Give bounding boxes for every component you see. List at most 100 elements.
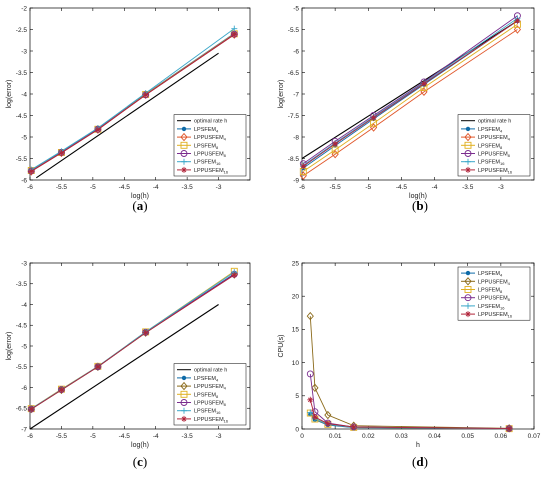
legend-marker [464, 141, 472, 149]
x-tick-label: 0.05 [461, 433, 474, 440]
data-point [58, 386, 65, 393]
x-tick-label: -3 [216, 433, 222, 440]
data-point [142, 329, 149, 336]
legend-marker [180, 141, 188, 149]
data-point [350, 424, 357, 431]
legend-entry: LPPUSFEM16 [194, 168, 229, 175]
x-tick-label: 0.06 [495, 433, 508, 440]
legend-marker [465, 166, 471, 173]
data-point [94, 126, 101, 133]
panel-b: -6 -5.5 -5 -4.5 -4 -3.5 -3 -9 -8.5 -8 -7.5 -7 -6.5 -6… [278, 5, 535, 213]
legend-marker [464, 132, 472, 142]
data-point [311, 414, 318, 421]
data-point [370, 114, 377, 121]
legend-entry: LPPUSFEM8 [478, 152, 511, 159]
legend-entry: LPSFEM16 [194, 160, 221, 167]
legend-entry: LPPUSFEM16 [478, 312, 513, 319]
y-tick-label: -5.5 [16, 156, 28, 163]
y-tick-label: -5.5 [16, 364, 28, 371]
data-point [324, 420, 331, 427]
y-tick-label: 0 [295, 426, 299, 433]
data-point [506, 425, 513, 432]
data-point [513, 25, 522, 34]
data-point [307, 396, 314, 403]
subfigure-label: (b) [412, 198, 428, 213]
x-tick-label: 0.03 [395, 433, 408, 440]
data-point [306, 311, 314, 321]
series-line [301, 20, 518, 159]
y-tick-label: -7 [21, 426, 27, 433]
data-point [420, 80, 427, 87]
y-tick-label: -5 [293, 5, 299, 12]
x-axis-label: h [416, 442, 420, 449]
data-point [324, 410, 332, 420]
legend-marker [180, 381, 188, 391]
legend-marker [465, 311, 471, 318]
x-tick-label: -4 [153, 184, 159, 191]
x-tick-label: -6 [27, 184, 33, 191]
subfigure-label: (c) [133, 454, 147, 469]
y-tick-label: -4 [21, 302, 27, 309]
legend-marker [465, 270, 471, 276]
legend-marker [181, 158, 187, 165]
y-tick-label: -8.5 [288, 156, 300, 163]
data-point [311, 383, 319, 393]
data-point [231, 31, 238, 38]
y-tick-label: -6.5 [16, 406, 28, 413]
x-tick-label: -5.5 [330, 184, 342, 191]
y-tick-label: -3 [21, 48, 27, 55]
data-point [306, 370, 314, 378]
legend-entry: LPPUSFEM4 [194, 135, 227, 142]
series-line [309, 316, 510, 429]
x-tick-label: 0.04 [428, 433, 441, 440]
x-tick-label: 0.07 [528, 433, 541, 440]
x-axis-label: log(h) [131, 442, 149, 449]
data-point [94, 363, 101, 370]
legend-entry: LPSFEM16 [194, 409, 221, 416]
y-tick-label: -5 [21, 343, 27, 350]
y-tick-label: -6 [293, 48, 299, 55]
legend-box [457, 266, 531, 321]
x-tick-label: -6 [27, 433, 33, 440]
x-tick-label: -3.5 [182, 184, 194, 191]
legend-entry: optimal rate h [478, 119, 511, 125]
panel-a: -6 -5.5 -5 -4.5 -4 -3.5 -3 -6 -5.5 -5 -4.5 -4 -3.5 -3… [6, 5, 251, 213]
legend-marker [180, 150, 188, 157]
y-tick-label: 25 [292, 260, 300, 267]
legend-entry: LPSFEM4 [194, 127, 219, 134]
legend-entry: LPPUSFEM4 [478, 135, 511, 142]
y-tick-label: 20 [292, 294, 300, 301]
data-point [231, 25, 238, 32]
x-tick-label: -5 [365, 184, 371, 191]
legend-marker [464, 150, 472, 157]
y-tick-label: 15 [292, 327, 300, 334]
legend-entry: LPSFEM4 [478, 271, 503, 278]
legend-marker [465, 158, 471, 165]
series-line [29, 304, 219, 430]
series-line [35, 52, 219, 179]
x-tick-label: 0.02 [362, 433, 375, 440]
legend-marker [465, 126, 471, 132]
x-tick-label: 0.01 [329, 433, 342, 440]
y-tick-label: -8 [293, 134, 299, 141]
legend-marker [464, 294, 472, 302]
x-tick-label: -4.5 [119, 184, 131, 191]
subfigure-label: (d) [412, 454, 428, 469]
legend-marker [464, 277, 472, 286]
legend-marker [181, 126, 187, 132]
legend-entry: optimal rate h [194, 368, 227, 374]
y-tick-label: -7 [293, 91, 299, 98]
legend-marker [180, 132, 188, 142]
legend-marker [464, 286, 472, 293]
x-tick-label: -4.5 [396, 184, 408, 191]
y-tick-label: -5.5 [288, 27, 300, 34]
legend-marker [180, 390, 188, 398]
x-tick-label: -3.5 [462, 184, 474, 191]
legend-entry: LPPUSFEM4 [478, 279, 511, 286]
y-tick-label: -4 [21, 91, 27, 98]
y-tick-label: 10 [292, 360, 300, 367]
x-tick-label: 0 [300, 433, 304, 440]
subfigure-label: (a) [132, 198, 147, 213]
y-tick-label: -3.5 [16, 281, 28, 288]
x-tick-label: -5.5 [56, 433, 68, 440]
